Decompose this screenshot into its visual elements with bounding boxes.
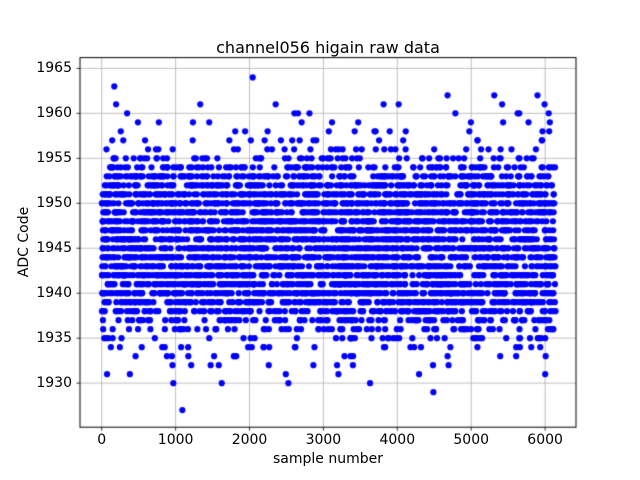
x-axis-label: sample number — [273, 451, 383, 467]
x-tick-label: 2000 — [231, 432, 268, 448]
x-tick-label: 4000 — [379, 432, 416, 448]
y-tick-label: 1960 — [36, 105, 72, 122]
chart-title: channel056 higain raw data — [216, 38, 440, 57]
x-tick-label: 0 — [97, 432, 107, 448]
y-tick-label: 1945 — [36, 240, 72, 257]
y-tick-label: 1965 — [36, 60, 72, 77]
x-tick-label: 1000 — [157, 432, 194, 448]
y-tick-label: 1955 — [36, 150, 72, 167]
x-tick-label: 3000 — [305, 432, 342, 448]
y-tick-label: 1940 — [36, 285, 72, 302]
x-tick-label: 5000 — [453, 432, 490, 448]
y-tick-label: 1930 — [36, 375, 72, 392]
y-tick-label: 1935 — [36, 330, 72, 347]
x-tick-label: 6000 — [527, 432, 563, 448]
y-tick-label: 1950 — [36, 195, 72, 212]
